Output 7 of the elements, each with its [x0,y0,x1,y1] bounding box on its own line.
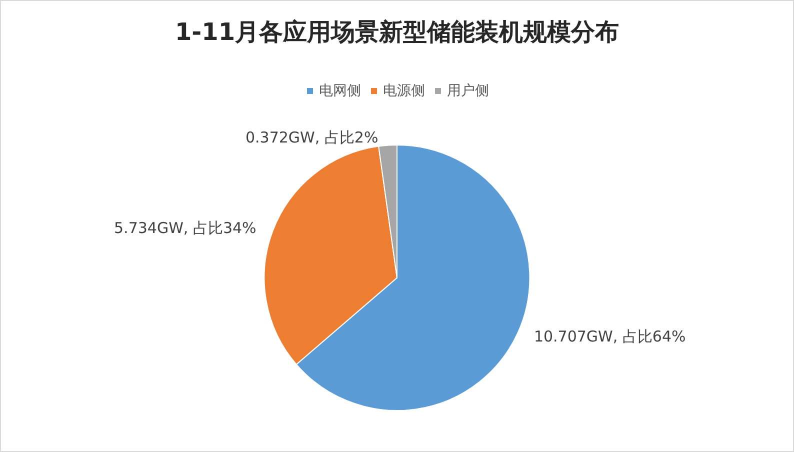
legend-label: 用户侧 [447,83,489,99]
data-label: 10.707GW, 占比64% [534,327,686,346]
chart-title: 1-11月各应用场景新型储能装机规模分布 [174,18,620,46]
data-label: 5.734GW, 占比34% [114,219,256,238]
data-label: 0.372GW, 占比2% [245,128,378,146]
legend-label: 电源侧 [383,83,425,99]
legend-label: 电网侧 [319,83,361,99]
